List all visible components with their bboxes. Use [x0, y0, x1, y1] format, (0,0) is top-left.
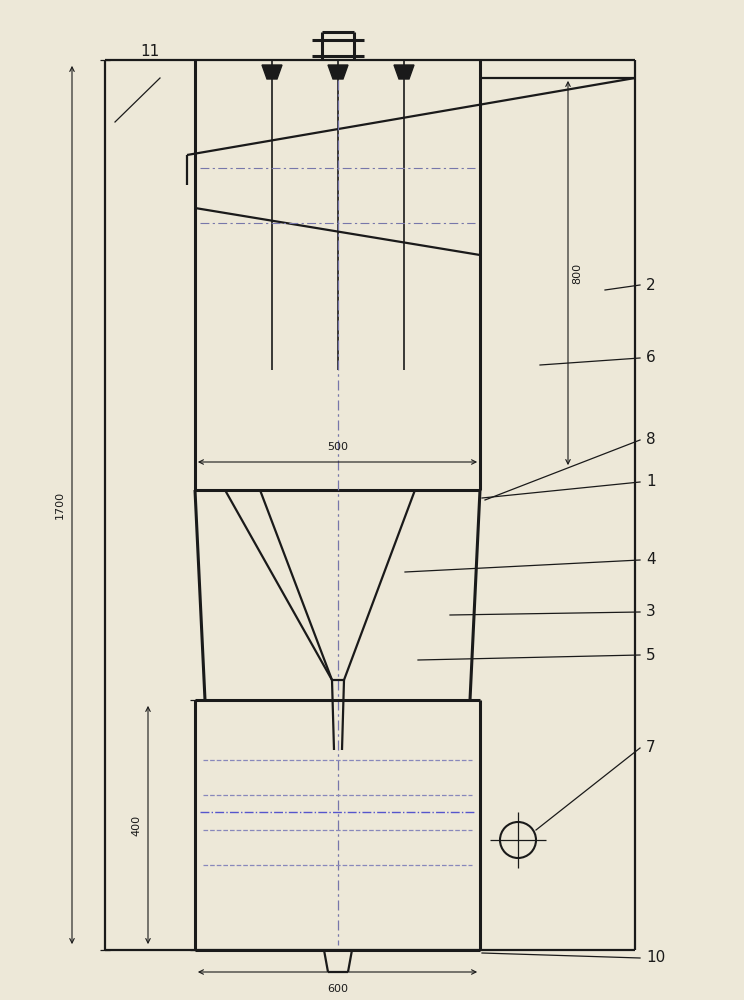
Text: 3: 3 [646, 604, 655, 619]
Text: 800: 800 [572, 262, 582, 284]
Text: 8: 8 [646, 432, 655, 448]
Text: 600: 600 [327, 984, 348, 994]
Polygon shape [262, 65, 282, 79]
Text: 400: 400 [131, 814, 141, 836]
Text: 7: 7 [646, 740, 655, 756]
Text: 2: 2 [646, 277, 655, 292]
Text: 1700: 1700 [55, 491, 65, 519]
Polygon shape [328, 65, 348, 79]
Text: 4: 4 [646, 552, 655, 568]
Text: 1: 1 [646, 475, 655, 489]
Text: 10: 10 [646, 950, 665, 966]
Text: 6: 6 [646, 351, 655, 365]
Text: 500: 500 [327, 442, 348, 452]
Text: 5: 5 [646, 648, 655, 662]
Polygon shape [394, 65, 414, 79]
Text: 11: 11 [141, 44, 160, 60]
